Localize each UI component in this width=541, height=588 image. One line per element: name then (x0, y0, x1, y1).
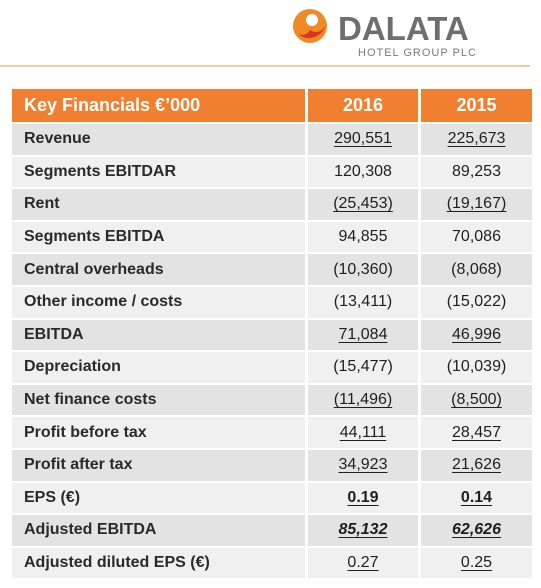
row-label: Segments EBITDAR (12, 156, 305, 188)
value: 89,253 (452, 162, 501, 180)
value-cell: 62,626 (421, 515, 532, 546)
value-cell: 34,923 (308, 449, 418, 481)
value-cell: (10,039) (421, 352, 532, 383)
value: 0.14 (460, 488, 493, 506)
column-header: 2016 (308, 89, 418, 122)
value: 62,626 (452, 521, 501, 539)
value-cell: 28,457 (421, 417, 532, 448)
value-cell: (13,411) (308, 286, 418, 318)
row-label: Segments EBITDA (12, 221, 305, 253)
logo: DALATA HOTEL GROUP PLC (293, 9, 477, 59)
logo-icon-eye (306, 14, 318, 26)
value: (8,500) (451, 391, 502, 409)
value: (15,477) (333, 358, 393, 376)
row-label: Profit after tax (12, 449, 305, 481)
value: 28,457 (452, 423, 501, 441)
column-header: 2015 (421, 89, 532, 122)
value-cell: (25,453) (308, 189, 418, 220)
logo-name: DALATA (338, 10, 469, 47)
value-cell: (15,477) (308, 352, 418, 383)
table-row: Profit before tax 44,111 28,457 (12, 417, 532, 448)
value-cell: 120,308 (308, 156, 418, 188)
row-label: Revenue (12, 124, 305, 155)
value: 44,111 (339, 423, 387, 441)
value: 70,086 (452, 228, 501, 246)
value-cell: 290,551 (308, 124, 418, 155)
divider (0, 65, 530, 67)
row-label: Other income / costs (12, 286, 305, 318)
value: (13,411) (333, 293, 393, 311)
value-cell: (15,022) (421, 286, 532, 318)
table-title: Key Financials €’000 (12, 89, 305, 122)
value-cell: 225,673 (421, 124, 532, 155)
value-cell: 71,084 (308, 319, 418, 351)
value: 85,132 (338, 521, 388, 539)
value-cell: 46,996 (421, 319, 532, 351)
value-cell: 44,111 (308, 417, 418, 448)
value-cell: (11,496) (308, 384, 418, 416)
value: 0.19 (347, 488, 379, 506)
value-cell: (10,360) (308, 254, 418, 285)
value: 46,996 (452, 325, 501, 343)
row-label: Adjusted EBITDA (12, 515, 305, 546)
table-row: Revenue 290,551 225,673 (12, 124, 532, 155)
value: 0.25 (460, 554, 493, 572)
value-cell: 0.27 (308, 547, 418, 579)
value: (11,496) (333, 391, 393, 409)
table-row: Segments EBITDA 94,855 70,086 (12, 221, 532, 253)
value-cell: 21,626 (421, 449, 532, 481)
value-cell: (19,167) (421, 189, 532, 220)
table-row: Net finance costs (11,496) (8,500) (12, 384, 532, 416)
row-label: Profit before tax (12, 417, 305, 448)
table-row: Adjusted diluted EPS (€) 0.27 0.25 (12, 547, 532, 579)
value: (25,453) (333, 195, 393, 213)
table-row: Rent (25,453) (19,167) (12, 189, 532, 220)
value: 34,923 (338, 456, 388, 474)
row-label: Central overheads (12, 254, 305, 285)
row-label: Adjusted diluted EPS (€) (12, 547, 305, 579)
table-row: Adjusted EBITDA 85,132 62,626 (12, 515, 532, 546)
value: 71,084 (338, 325, 388, 343)
value: (10,360) (333, 260, 393, 278)
value: 0.27 (347, 554, 379, 572)
value-cell: (8,068) (421, 254, 532, 285)
table-row: Other income / costs (13,411) (15,022) (12, 286, 532, 318)
header-row: Key Financials €’000 2016 2015 (12, 89, 532, 122)
table-row: EPS (€) 0.19 0.14 (12, 482, 532, 514)
value: 120,308 (334, 162, 392, 180)
row-label: Rent (12, 189, 305, 220)
table-row: Profit after tax 34,923 21,626 (12, 449, 532, 481)
row-label: EPS (€) (12, 482, 305, 514)
value: 21,626 (452, 456, 501, 474)
value-cell: 70,086 (421, 221, 532, 253)
value: 225,673 (447, 130, 506, 148)
value: (8,068) (451, 260, 502, 278)
row-label: Net finance costs (12, 384, 305, 416)
value-cell: 89,253 (421, 156, 532, 188)
value-cell: 0.14 (421, 482, 532, 514)
table-row: Segments EBITDAR 120,308 89,253 (12, 156, 532, 188)
value-cell: 0.19 (308, 482, 418, 514)
table-row: Depreciation (15,477) (10,039) (12, 352, 532, 383)
row-label: Depreciation (12, 352, 305, 383)
value: 290,551 (334, 130, 392, 148)
financials-table: Key Financials €’000 2016 2015 Revenue 290,… (9, 87, 535, 580)
value-cell: 85,132 (308, 515, 418, 546)
value: (19,167) (446, 195, 507, 213)
value: (15,022) (446, 293, 507, 311)
logo-subtitle: HOTEL GROUP PLC (358, 47, 477, 59)
table-row: Central overheads (10,360) (8,068) (12, 254, 532, 285)
table-row: EBITDA 71,084 46,996 (12, 319, 532, 351)
value-cell: 94,855 (308, 221, 418, 253)
value-cell: (8,500) (421, 384, 532, 416)
value-cell: 0.25 (421, 547, 532, 579)
row-label: EBITDA (12, 319, 305, 351)
logo-icon-swirl (298, 22, 326, 39)
value: 94,855 (338, 228, 388, 246)
value: (10,039) (446, 358, 507, 376)
